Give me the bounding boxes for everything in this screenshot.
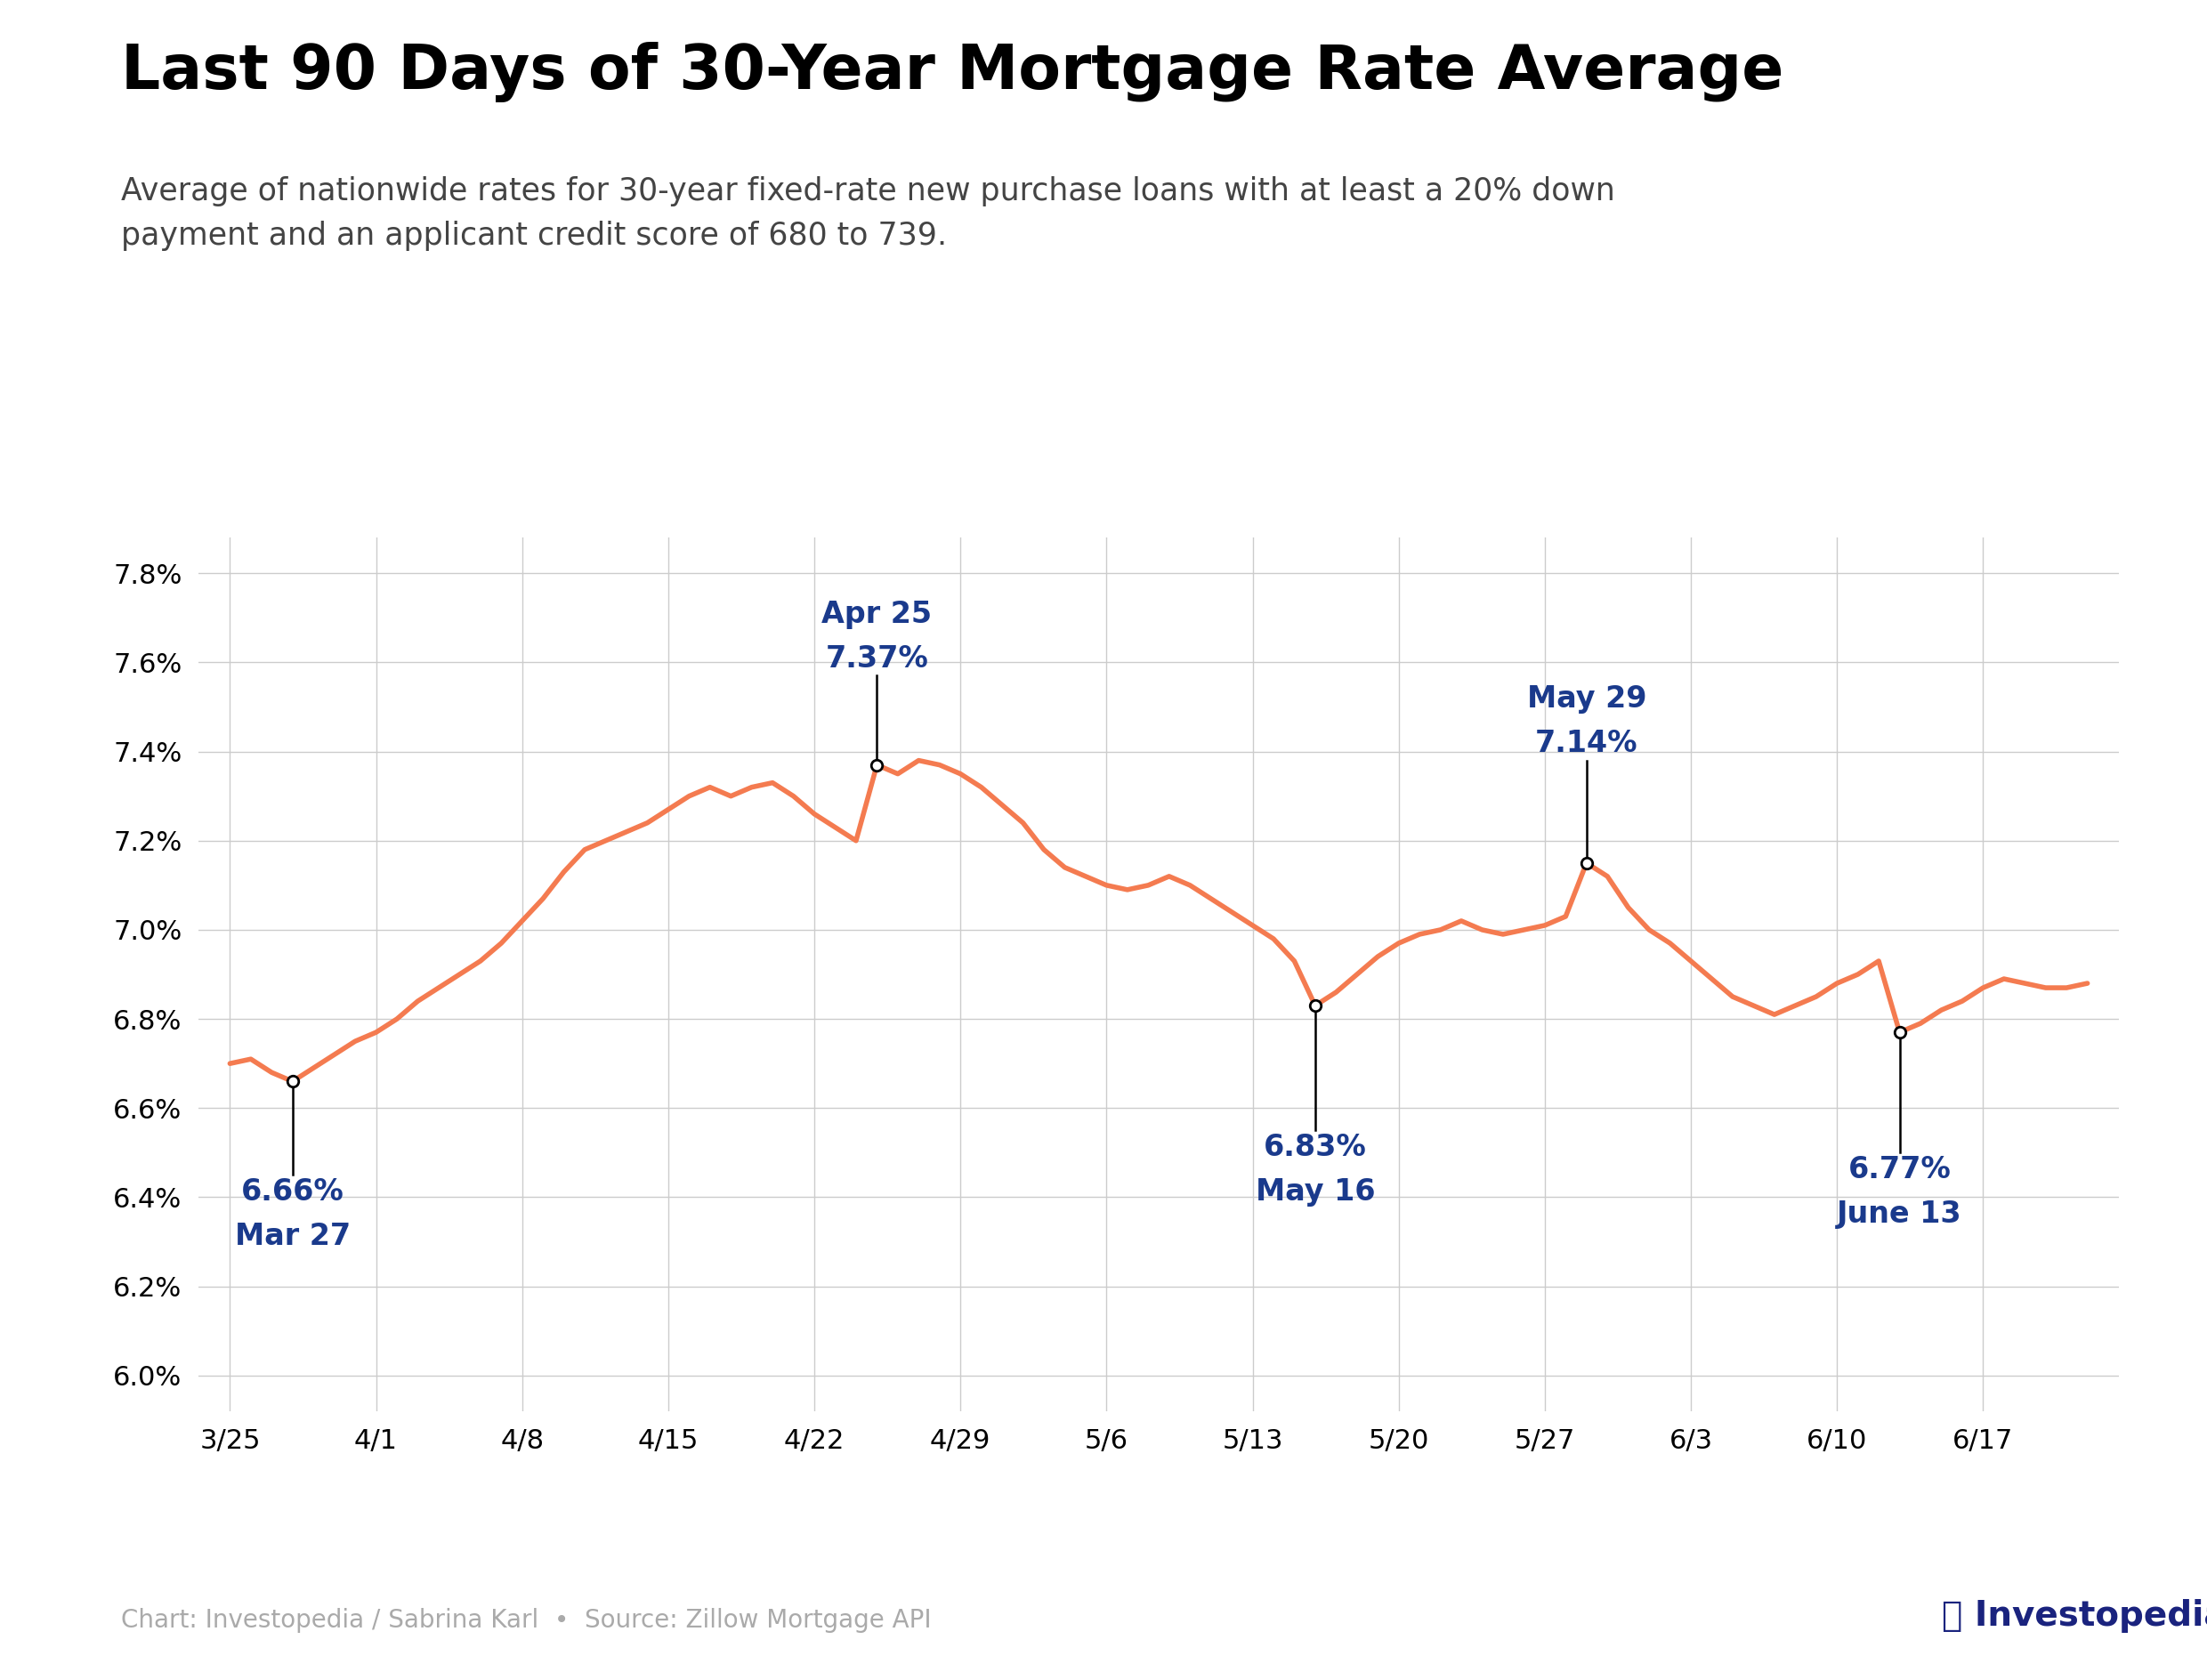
Text: 6.77%: 6.77%: [1847, 1154, 1951, 1184]
Text: 7.37%: 7.37%: [825, 643, 929, 674]
Text: May 29: May 29: [1527, 684, 1646, 714]
Text: ⓘ Investopedia: ⓘ Investopedia: [1942, 1599, 2207, 1633]
Text: 7.14%: 7.14%: [1536, 729, 1638, 758]
Text: Mar 27: Mar 27: [234, 1221, 351, 1252]
Text: Last 90 Days of 30-Year Mortgage Rate Average: Last 90 Days of 30-Year Mortgage Rate Av…: [121, 42, 1783, 102]
Text: Apr 25: Apr 25: [821, 600, 931, 628]
Text: 6.66%: 6.66%: [241, 1178, 344, 1206]
Text: Average of nationwide rates for 30-year fixed-rate new purchase loans with at le: Average of nationwide rates for 30-year …: [121, 176, 1616, 252]
Text: 6.83%: 6.83%: [1265, 1132, 1366, 1163]
Text: Chart: Investopedia / Sabrina Karl  •  Source: Zillow Mortgage API: Chart: Investopedia / Sabrina Karl • Sou…: [121, 1608, 931, 1633]
Text: June 13: June 13: [1836, 1200, 1962, 1228]
Text: May 16: May 16: [1256, 1178, 1375, 1206]
